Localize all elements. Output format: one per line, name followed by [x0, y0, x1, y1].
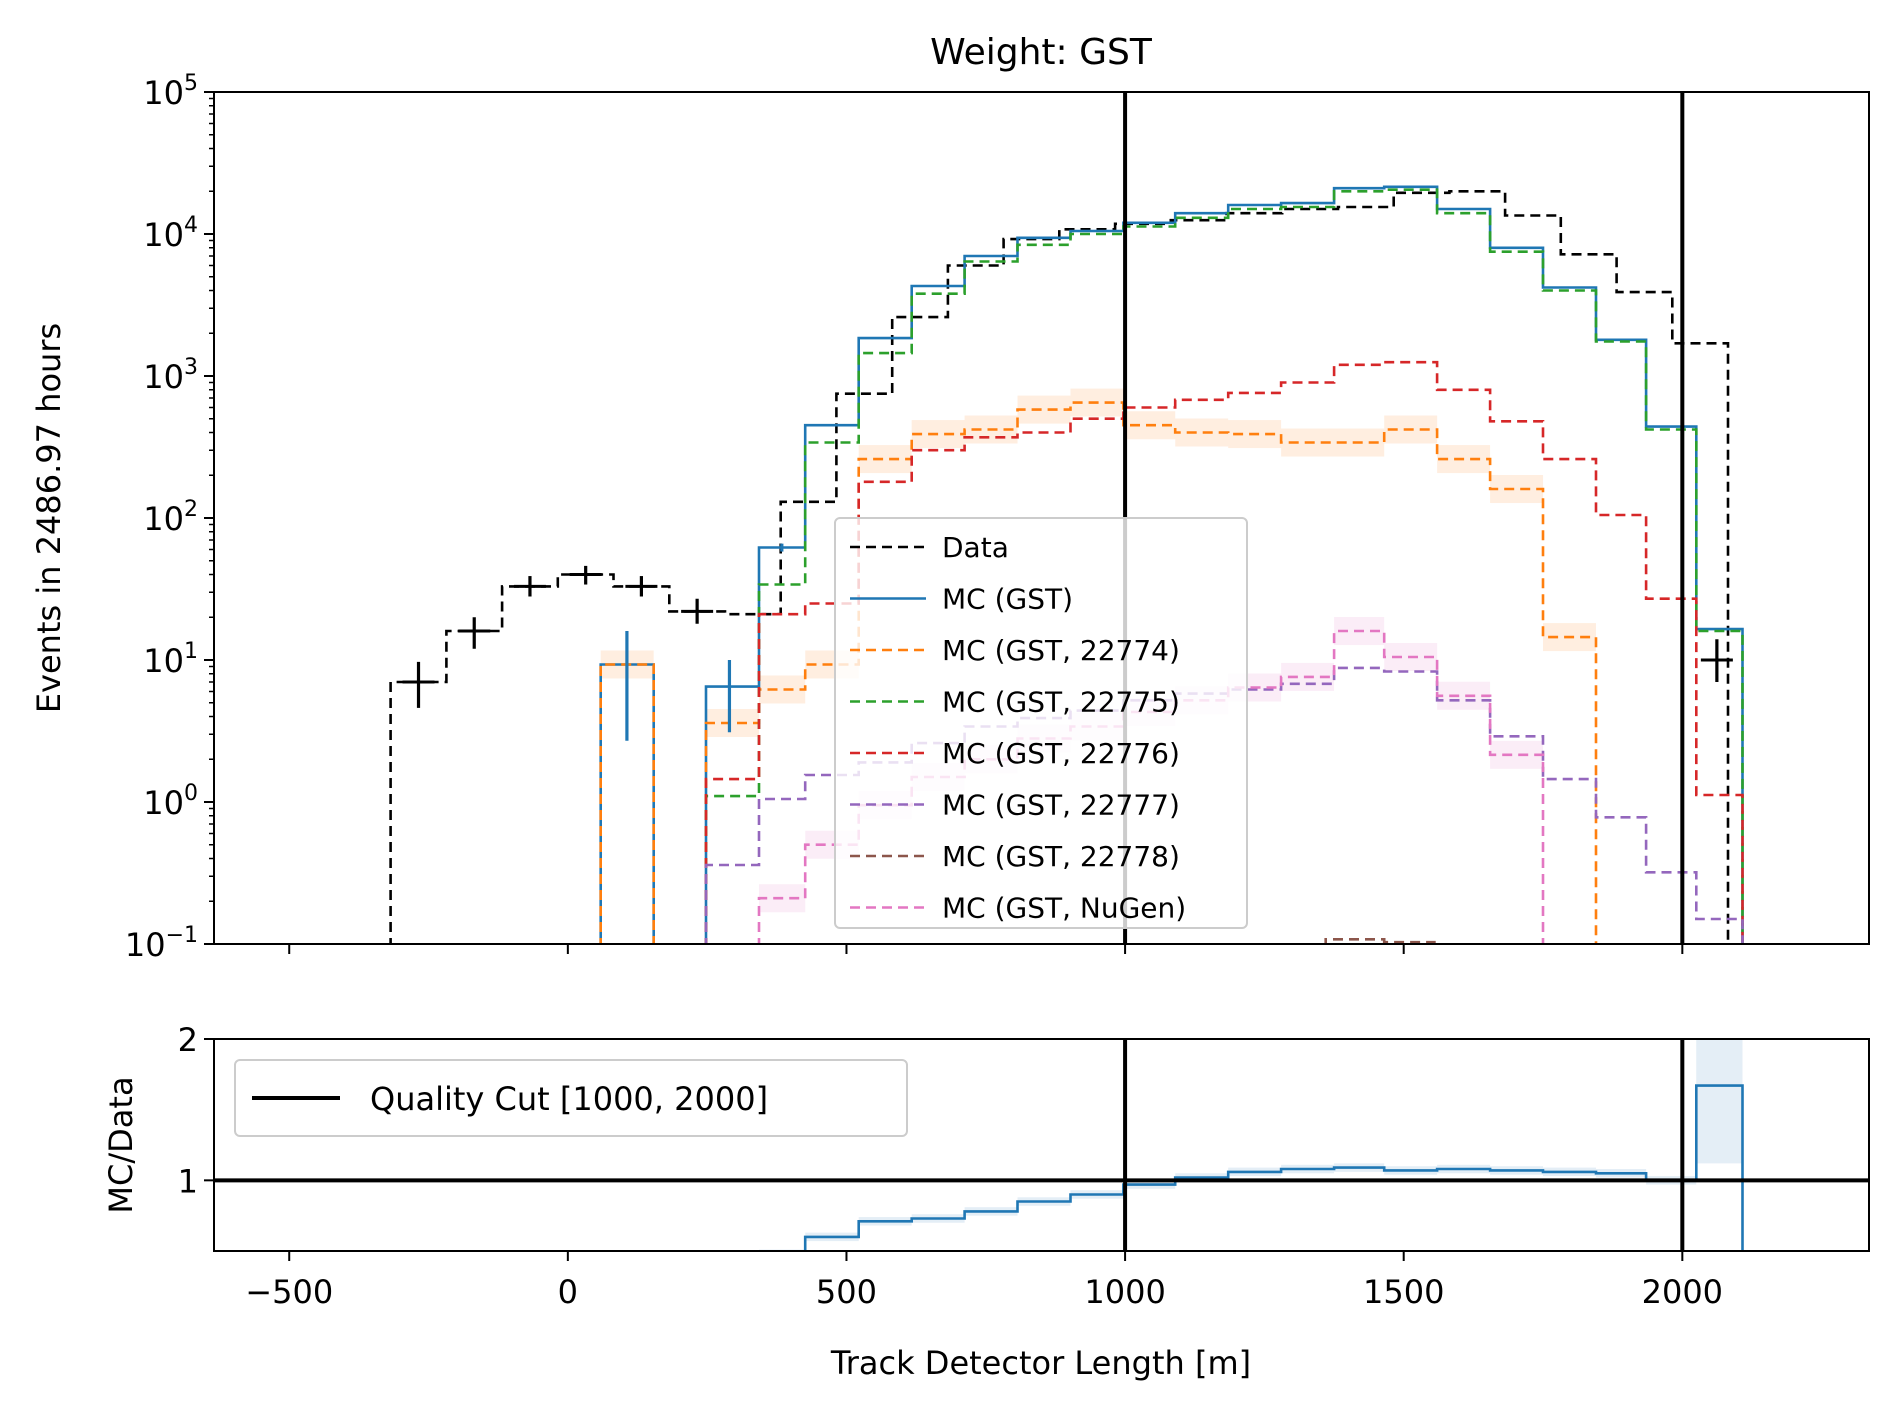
y-tick-label-0: 10−1 [125, 923, 198, 964]
top-panel: 10−1 100 101 102 103 104 105 Events in 2486.97… [30, 71, 1870, 964]
y-tick-label-5: 104 [143, 213, 198, 254]
top-x-ticks [288, 944, 1684, 954]
y-tick-label-1: 100 [143, 781, 198, 822]
x-tick-label-1: 0 [558, 1273, 578, 1311]
ratio-series-group [803, 1084, 1744, 1251]
ratio-band-18 [1696, 1039, 1743, 1164]
x-tick-label-0: −500 [245, 1273, 333, 1311]
y-tick-label-4: 103 [143, 355, 198, 396]
ratio-legend-label: Quality Cut [1000, 2000] [370, 1080, 768, 1118]
legend-label-6: MC (GST, 22778) [942, 840, 1180, 873]
series-line-3 [704, 188, 1744, 944]
main-title: Weight: GST [930, 32, 1153, 73]
legend-label-2: MC (GST, 22774) [942, 634, 1180, 667]
legend-label-0: Data [942, 531, 1009, 564]
bottom-axes-frame [213, 1038, 1870, 1252]
legend-label-5: MC (GST, 22777) [942, 789, 1180, 822]
bottom-panel: 12 −500 0 500 1000 1500 2000 MC/Data Track De… [102, 1021, 1870, 1382]
top-y-axis-label: Events in 2486.97 hours [30, 323, 68, 713]
legend-entries: Data MC (GST) MC (GST, 22774) MC (GST, 2277… [850, 531, 1186, 925]
legend-label-4: MC (GST, 22776) [942, 737, 1180, 770]
bottom-x-ticks: −500 0 500 1000 1500 2000 [245, 1251, 1723, 1311]
legend-box [834, 517, 1248, 929]
ratio-legend: Quality Cut [1000, 2000] [234, 1059, 908, 1137]
band-7-14 [1490, 740, 1544, 769]
ratio-y-tick-label-0: 1 [178, 1162, 198, 1200]
ratio-reference-lines [214, 1039, 1869, 1251]
series-line-0 [389, 190, 1730, 944]
legend: Data MC (GST) MC (GST, 22774) MC (GST, 2277… [834, 517, 1248, 929]
y-tick-label-2: 101 [143, 639, 198, 680]
bottom-y-axis-label: MC/Data [102, 1076, 140, 1213]
bottom-y-ticks: 12 [178, 1021, 214, 1200]
y-tick-label-6: 105 [143, 71, 198, 112]
band-2-4 [858, 445, 912, 474]
x-tick-label-3: 1000 [1084, 1273, 1165, 1311]
x-axis-label: Track Detector Length [m] [830, 1344, 1251, 1382]
legend-label-7: MC (GST, NuGen) [942, 892, 1186, 925]
series-line-4 [704, 360, 1744, 944]
x-tick-label-2: 500 [816, 1273, 877, 1311]
legend-label-3: MC (GST, 22775) [942, 686, 1180, 719]
band-2-2 [758, 675, 806, 704]
y-tick-label-3: 102 [143, 497, 198, 538]
ratio-legend-box [234, 1059, 908, 1137]
band-2-7 [1017, 395, 1071, 424]
x-tick-label-5: 2000 [1642, 1273, 1723, 1311]
x-tick-label-4: 1500 [1363, 1273, 1444, 1311]
legend-label-1: MC (GST) [942, 583, 1073, 616]
ratio-line [803, 1084, 1744, 1251]
band-2-16 [1490, 475, 1544, 504]
top-y-ticks: 10−1 100 101 102 103 104 105 [125, 71, 214, 964]
ratio-y-tick-label-1: 2 [178, 1021, 198, 1059]
top-errorbars-group [402, 543, 1733, 741]
